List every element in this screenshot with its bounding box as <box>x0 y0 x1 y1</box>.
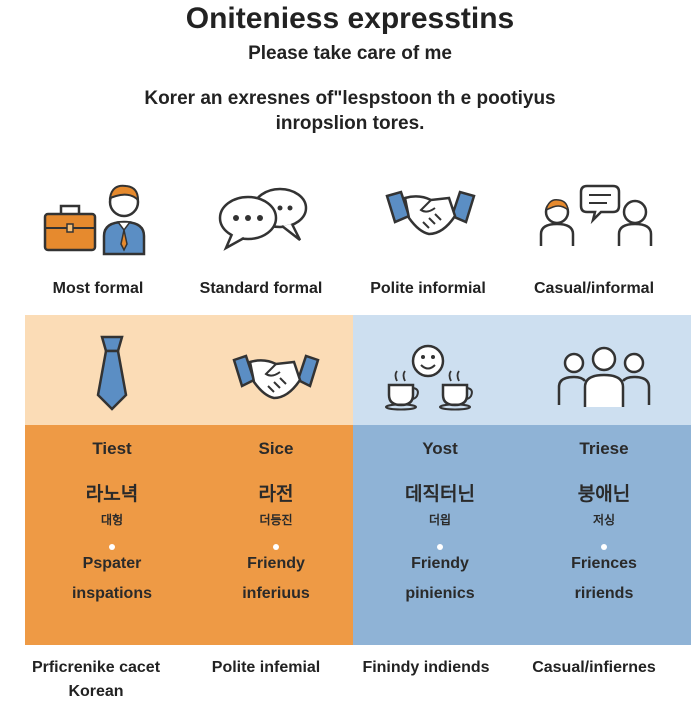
bottom-label-casual: Casual/infiernes <box>532 659 656 676</box>
card-divider-dot <box>353 537 527 550</box>
group-people-icon <box>557 346 651 407</box>
card-heading: Sice <box>258 439 294 458</box>
handshake-icon <box>232 354 320 400</box>
two-people-chat-icon <box>539 184 653 246</box>
card-korean-subtext: 저싱 <box>592 513 616 527</box>
card-divider-dot <box>189 537 363 550</box>
card-divider-dot <box>25 537 199 550</box>
level-label-standard-formal: Standard formal <box>199 280 323 297</box>
card-korean-text: 라노녁 <box>85 484 139 505</box>
card-description-line-2: inspations <box>71 585 152 602</box>
card-korean-subtext: 더읩 <box>428 513 452 527</box>
card-body-band <box>25 425 199 645</box>
level-label-most-formal: Most formal <box>52 280 144 297</box>
bottom-label-most-formal: Prficrenike cacet Korean <box>31 659 161 700</box>
bottom-label-polite-informal: Finindy indiends <box>362 659 490 676</box>
bottom-label-standard-formal: Polite infemial <box>211 659 321 676</box>
level-label-casual: Casual/informal <box>533 280 655 297</box>
card-description-line-1: Friendy <box>411 555 469 572</box>
coffee-smiley-icon <box>385 344 473 411</box>
card-heading: Tiest <box>92 439 132 458</box>
necktie-icon <box>96 335 128 411</box>
businessperson-briefcase-icon <box>43 184 146 256</box>
formality-card-polite-informal: Yost 데직터닌 더읩 Friendy pinienics <box>353 315 527 645</box>
formality-card-standard-formal: Sice 라전 더등진 Friendy inferiuus <box>189 315 363 645</box>
card-korean-subtext: 대헝 <box>100 513 124 527</box>
formality-card-casual: Triese 붕애닌 저싱 Friences ririends <box>517 315 691 645</box>
formality-card-most-formal: Tiest 라노녁 대헝 Pspater inspations <box>25 315 199 645</box>
card-description-line-2: pinienics <box>405 585 475 602</box>
intro-line-2: inropslion tores. <box>275 113 425 134</box>
card-korean-text: 붕애닌 <box>577 484 631 505</box>
card-description-line-2: inferiuus <box>242 585 310 602</box>
card-description-line-1: Friendy <box>247 555 305 572</box>
card-body-band <box>517 425 691 645</box>
card-korean-subtext: 더등진 <box>259 513 293 527</box>
intro-line-1: Korer an exresnes of"lespstoon th e poot… <box>144 88 556 109</box>
card-heading: Yost <box>422 439 458 458</box>
handshake-icon <box>385 190 476 236</box>
card-body-band <box>353 425 527 645</box>
card-description-line-1: Pspater <box>82 555 142 572</box>
card-body-band <box>189 425 363 645</box>
page-title: Oniteniess expresstins <box>185 2 515 35</box>
speech-bubbles-icon <box>218 187 308 251</box>
card-description-line-2: ririends <box>574 585 634 602</box>
card-korean-text: 라전 <box>258 484 294 505</box>
level-label-polite-informal: Polite informial <box>370 280 486 297</box>
page-subtitle: Please take care of me <box>248 43 452 64</box>
card-description-line-1: Friences <box>571 555 637 572</box>
card-korean-text: 데직터닌 <box>405 484 475 505</box>
card-heading: Triese <box>579 439 629 458</box>
intro-text: Korer an exresnes of"lespstoon th e poot… <box>0 86 700 136</box>
card-divider-dot <box>517 537 691 550</box>
